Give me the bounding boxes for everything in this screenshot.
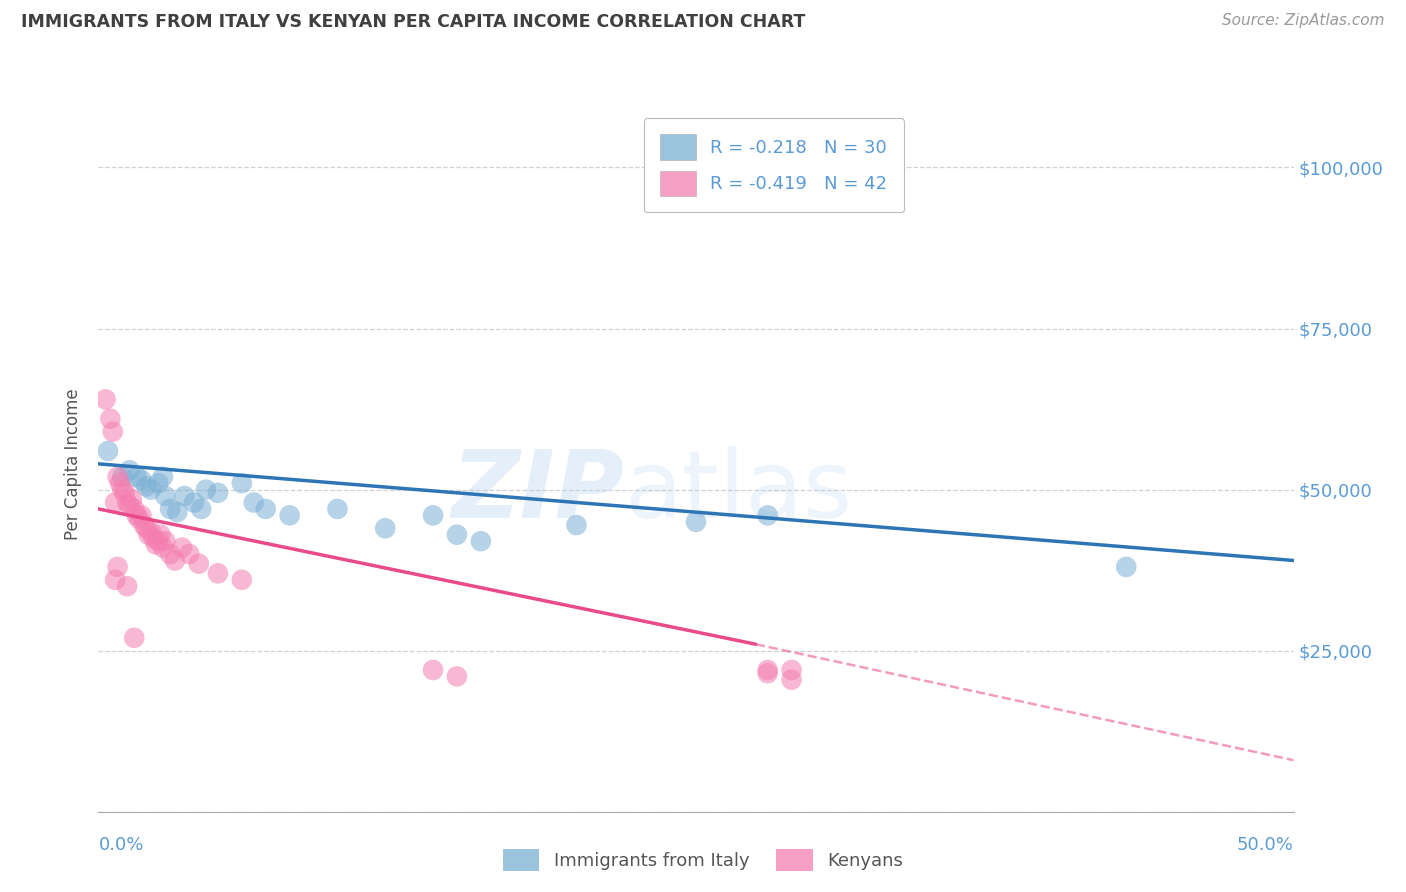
Point — [139, 524, 162, 539]
Point — [422, 508, 444, 523]
Point — [756, 508, 779, 523]
Point — [94, 392, 117, 407]
Point — [780, 673, 803, 687]
Point — [114, 485, 136, 500]
Point — [422, 663, 444, 677]
Text: 50.0%: 50.0% — [1237, 836, 1294, 854]
Text: ZIP: ZIP — [451, 446, 624, 538]
Point — [254, 502, 277, 516]
Point — [132, 518, 155, 533]
Point — [135, 479, 157, 493]
Point — [565, 518, 588, 533]
Point — [155, 534, 177, 549]
Point — [104, 495, 127, 509]
Point — [172, 541, 194, 555]
Point — [152, 469, 174, 483]
Point — [207, 566, 229, 581]
Point — [107, 469, 129, 483]
Legend: R = -0.218   N = 30, R = -0.419   N = 42: R = -0.218 N = 30, R = -0.419 N = 42 — [644, 118, 904, 212]
Point — [155, 489, 177, 503]
Legend: Immigrants from Italy, Kenyans: Immigrants from Italy, Kenyans — [496, 842, 910, 879]
Point — [446, 527, 468, 541]
Point — [121, 492, 143, 507]
Point — [118, 499, 141, 513]
Point — [243, 495, 266, 509]
Point — [118, 463, 141, 477]
Point — [685, 515, 707, 529]
Point — [278, 508, 301, 523]
Point — [108, 476, 131, 491]
Point — [780, 663, 803, 677]
Point — [756, 663, 779, 677]
Point — [131, 473, 153, 487]
Point — [97, 444, 120, 458]
Text: 0.0%: 0.0% — [98, 836, 143, 854]
Point — [125, 508, 148, 523]
Point — [148, 476, 170, 491]
Point — [470, 534, 492, 549]
Point — [131, 508, 153, 523]
Point — [159, 502, 181, 516]
Point — [128, 511, 150, 525]
Point — [187, 557, 209, 571]
Point — [190, 502, 212, 516]
Point — [115, 495, 138, 509]
Point — [446, 669, 468, 683]
Point — [138, 527, 160, 541]
Point — [104, 573, 127, 587]
Point — [326, 502, 349, 516]
Point — [111, 469, 134, 483]
Point — [115, 579, 138, 593]
Text: IMMIGRANTS FROM ITALY VS KENYAN PER CAPITA INCOME CORRELATION CHART: IMMIGRANTS FROM ITALY VS KENYAN PER CAPI… — [21, 13, 806, 31]
Point — [231, 573, 253, 587]
Point — [142, 531, 165, 545]
Point — [173, 489, 195, 503]
Point — [111, 483, 134, 497]
Point — [145, 537, 167, 551]
Text: Source: ZipAtlas.com: Source: ZipAtlas.com — [1222, 13, 1385, 29]
Point — [149, 527, 172, 541]
Point — [101, 425, 124, 439]
Y-axis label: Per Capita Income: Per Capita Income — [65, 388, 83, 540]
Point — [124, 502, 146, 516]
Point — [374, 521, 396, 535]
Point — [125, 469, 148, 483]
Point — [194, 483, 218, 497]
Point — [231, 476, 253, 491]
Text: atlas: atlas — [624, 446, 852, 538]
Point — [183, 495, 205, 509]
Point — [166, 505, 188, 519]
Point — [1115, 560, 1137, 574]
Point — [207, 485, 229, 500]
Point — [756, 666, 779, 681]
Point — [163, 553, 186, 567]
Point — [98, 411, 122, 425]
Point — [159, 547, 181, 561]
Point — [139, 483, 162, 497]
Point — [148, 534, 170, 549]
Point — [152, 541, 174, 555]
Point — [124, 631, 146, 645]
Point — [107, 560, 129, 574]
Point — [135, 521, 157, 535]
Point — [179, 547, 201, 561]
